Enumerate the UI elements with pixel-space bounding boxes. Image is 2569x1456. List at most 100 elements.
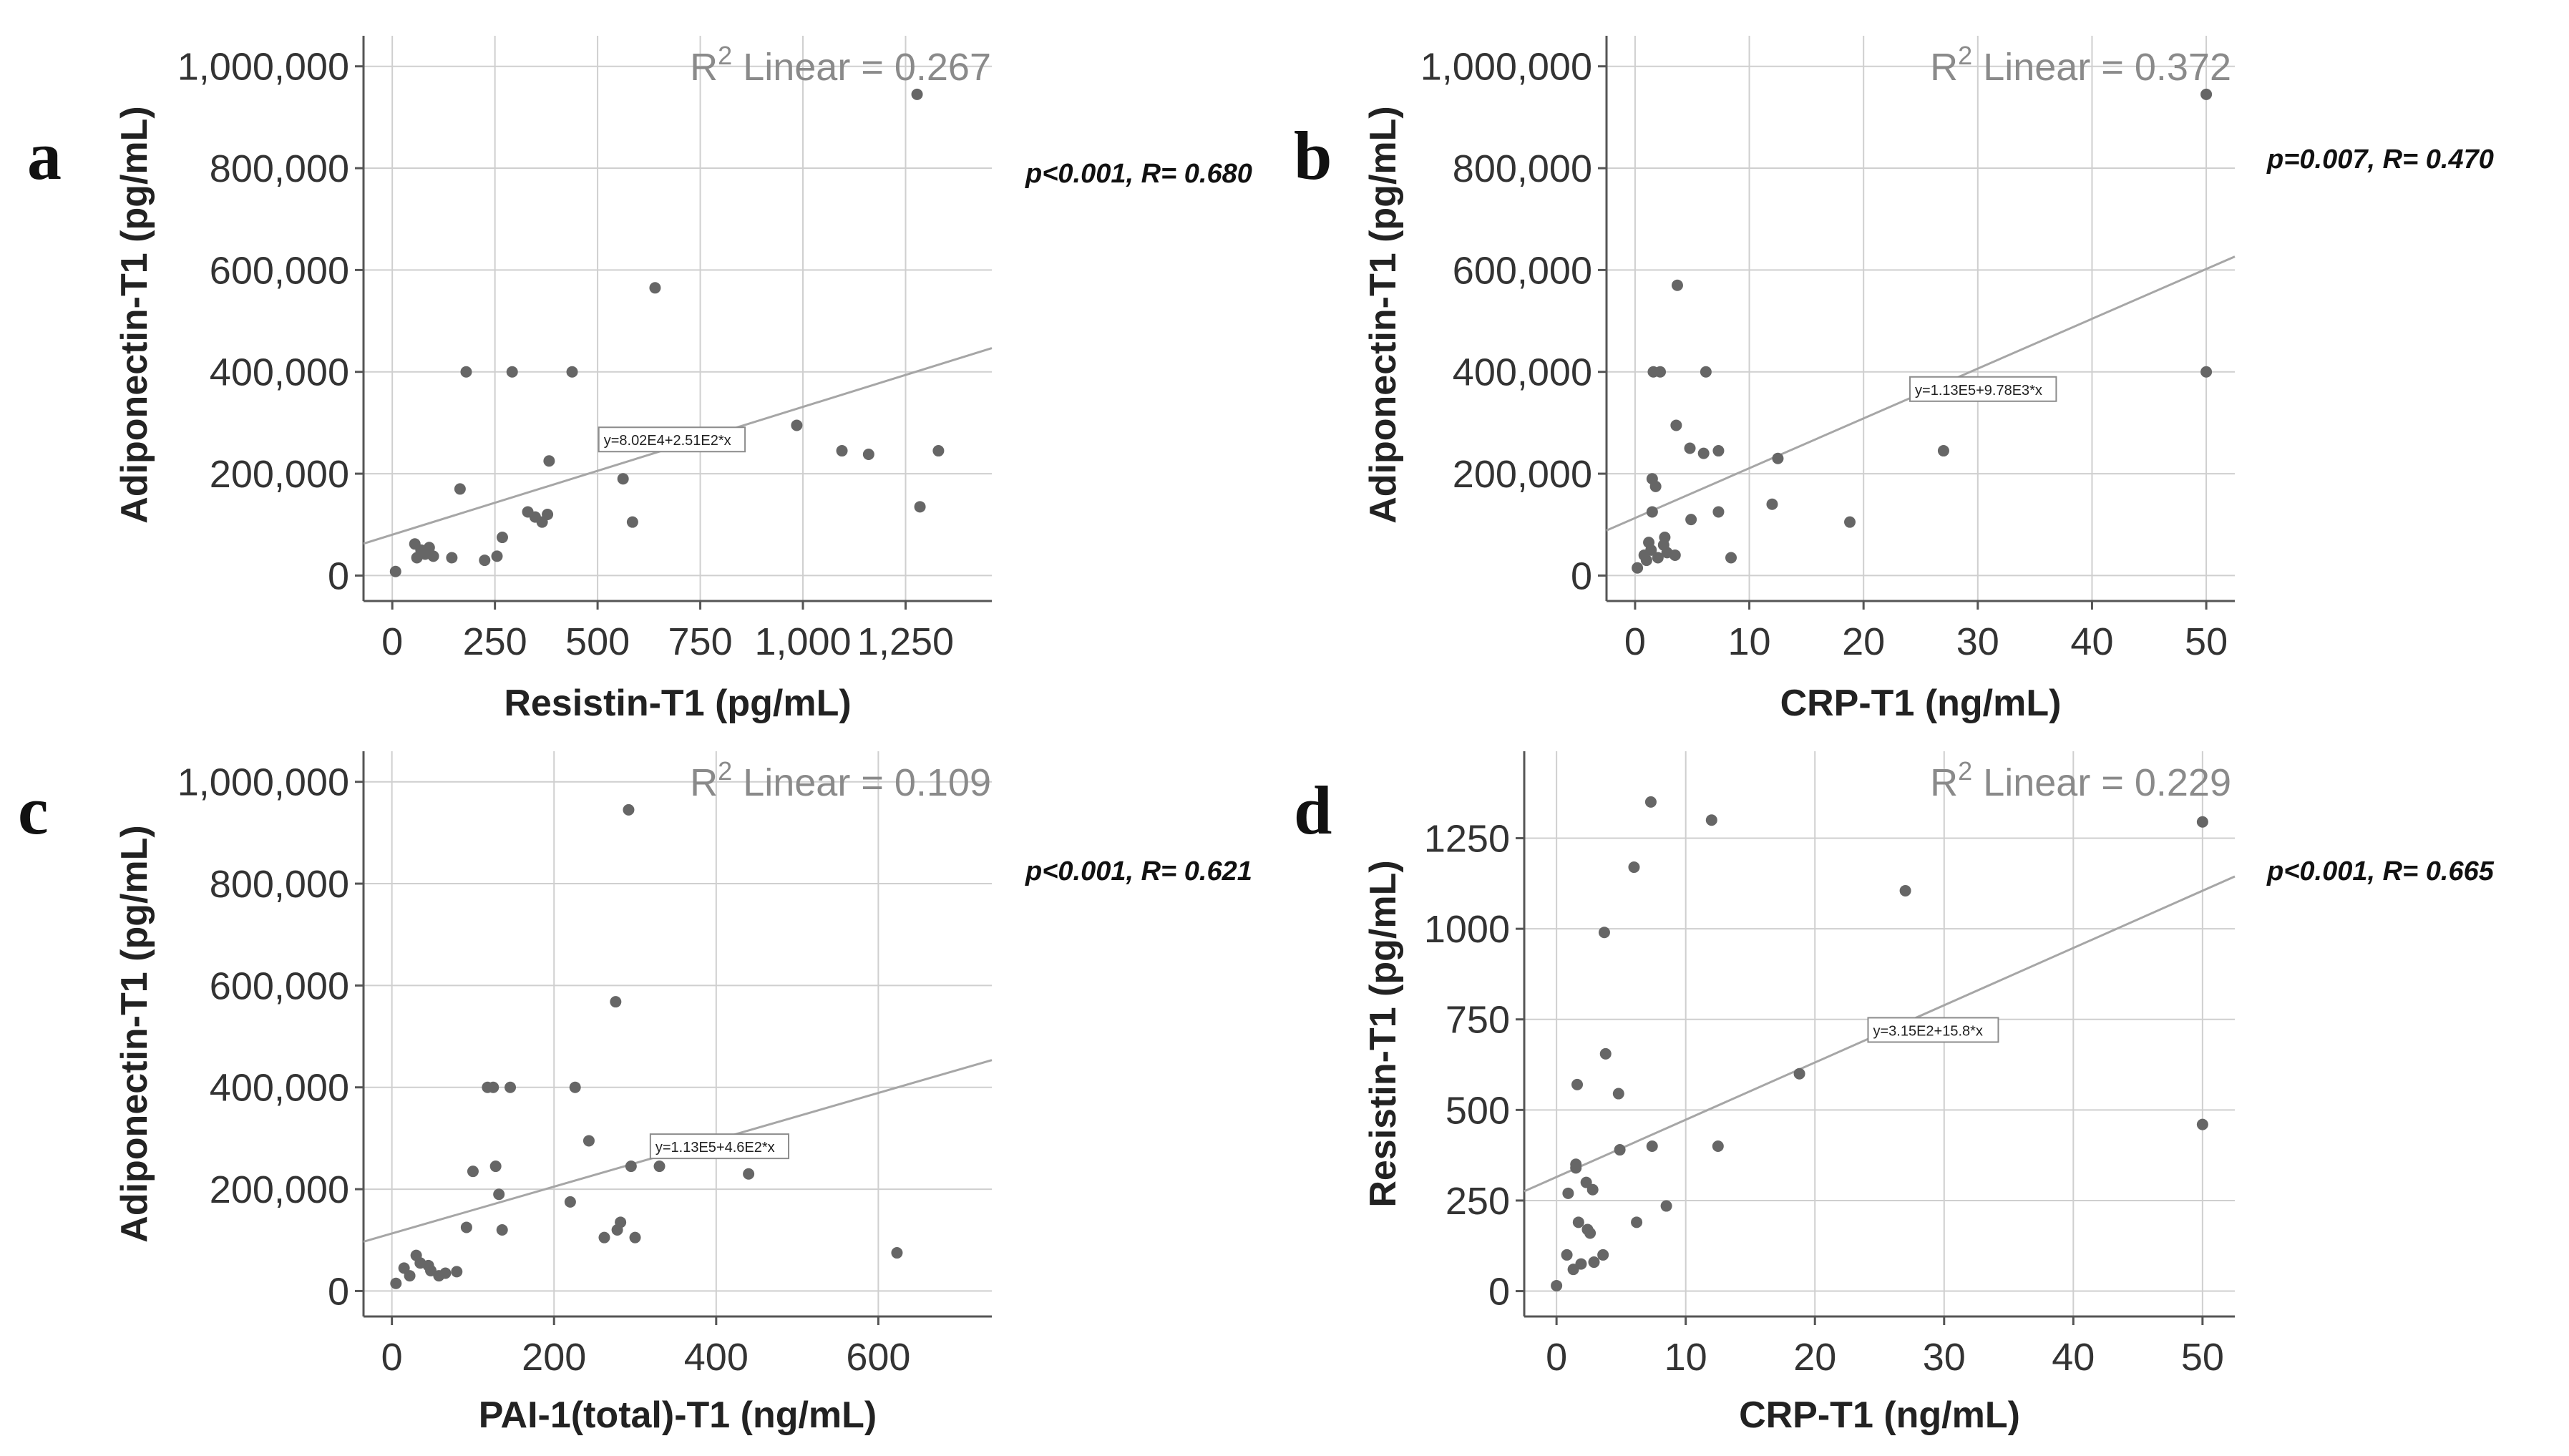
y-tick-label: 200,000 [210,453,349,496]
panel-c: 0 200 400 600 0 200,000 400,000 600,000 800,000 1… [18,751,1252,1436]
data-point [1644,796,1657,808]
data-point [649,282,661,294]
data-point [1844,516,1856,528]
data-point [493,1188,505,1201]
data-point [451,1266,463,1278]
x-tick-label: 20 [1793,1336,1836,1379]
x-tick-label: 400 [684,1336,749,1379]
data-point [1575,1258,1587,1270]
data-point [423,542,435,554]
y-tick-label: 400,000 [210,1067,349,1110]
y-tick-label: 200,000 [210,1168,349,1211]
data-point [582,1135,595,1147]
data-point [615,1216,627,1228]
panel-d: 0 10 20 30 40 50025050075010001250y=3.15E2+15… [1294,751,2495,1436]
panel-letter: b [1294,117,1332,194]
data-point [1598,927,1610,939]
y-axis-title: Resistin-T1 (pg/mL) [1363,860,1404,1207]
y-tick-label: 600,000 [1453,249,1592,292]
data-point [1772,452,1784,464]
data-point [1712,1140,1724,1152]
x-tick-label: 30 [1956,620,1999,663]
data-point [467,1166,479,1178]
y-tick-label: 0 [1571,554,1592,597]
data-point [610,996,622,1008]
data-point [1614,1144,1626,1156]
data-point [932,445,945,457]
x-axis-title: Resistin-T1 (pg/mL) [504,683,851,724]
data-point [1793,1067,1805,1080]
x-tick-label: 20 [1842,620,1885,663]
data-point [1632,562,1644,574]
data-point [1628,861,1640,874]
y-tick-label: 0 [1488,1271,1510,1314]
data-point [914,501,926,513]
data-point [1551,1279,1563,1291]
x-tick-label: 250 [463,620,527,663]
x-tick-label: 1,250 [857,620,954,663]
data-point [1599,1047,1612,1060]
r2-label: R2 Linear = 0.267 [690,41,991,89]
data-point [629,1231,641,1244]
data-point [389,565,401,577]
data-point [1700,366,1712,378]
data-point [496,1224,508,1236]
data-point [1640,554,1652,567]
data-point [1712,445,1725,457]
data-point [1899,884,1911,896]
data-point [1562,1187,1574,1199]
data-point [2200,88,2213,100]
data-point [743,1168,755,1180]
data-point [1586,1183,1599,1196]
data-point [1570,1162,1582,1174]
data-point [1584,1227,1597,1239]
data-point [1669,549,1681,561]
panel-letter: c [18,772,49,849]
stats-label: p=0.007, R= 0.470 [2266,145,2494,175]
y-tick-label: 400,000 [1453,351,1592,394]
data-point [1561,1249,1573,1261]
data-point [390,1277,402,1289]
y-tick-label: 1000 [1424,908,1510,951]
data-point [566,366,578,378]
r2-label: R2 Linear = 0.372 [1930,41,2231,89]
y-axis-title: Adiponectin-T1 (pg/mL) [114,825,155,1242]
y-tick-label: 800,000 [210,863,349,906]
data-point [2196,816,2208,828]
x-tick-label: 600 [846,1336,910,1379]
r2-label: R2 Linear = 0.229 [1930,756,2231,804]
data-point [427,550,439,562]
data-point [1685,514,1697,526]
data-point [653,1161,666,1173]
data-point [1646,506,1658,518]
data-point [1645,544,1657,556]
y-tick-label: 200,000 [1453,453,1592,496]
data-point [617,473,629,485]
data-point [1660,1200,1672,1212]
y-axis-title: Adiponectin-T1 (pg/mL) [114,106,155,523]
x-axis-title: CRP-T1 (ng/mL) [1780,683,2062,724]
data-point [1712,506,1725,518]
data-point [1631,1216,1643,1228]
x-tick-label: 50 [2185,620,2228,663]
x-tick-label: 10 [1728,620,1771,663]
data-point [1705,814,1717,826]
equation-label: y=1.13E5+9.78E3*x [1915,383,2042,399]
data-point [911,88,923,100]
equation-box [649,1133,790,1160]
data-point [1654,366,1667,378]
x-tick-label: 200 [522,1336,586,1379]
data-point [623,803,635,816]
y-tick-label: 0 [328,1270,349,1313]
data-point [1572,1216,1584,1228]
data-point [598,1231,610,1244]
data-point [446,552,458,564]
x-tick-label: 40 [2052,1336,2095,1379]
x-tick-label: 30 [1923,1336,1966,1379]
data-point [626,516,638,528]
data-point [1725,552,1737,564]
data-point [543,455,555,467]
data-point [1766,498,1778,510]
data-point [1588,1256,1600,1269]
stats-label: p<0.001, R= 0.680 [1025,159,1252,189]
